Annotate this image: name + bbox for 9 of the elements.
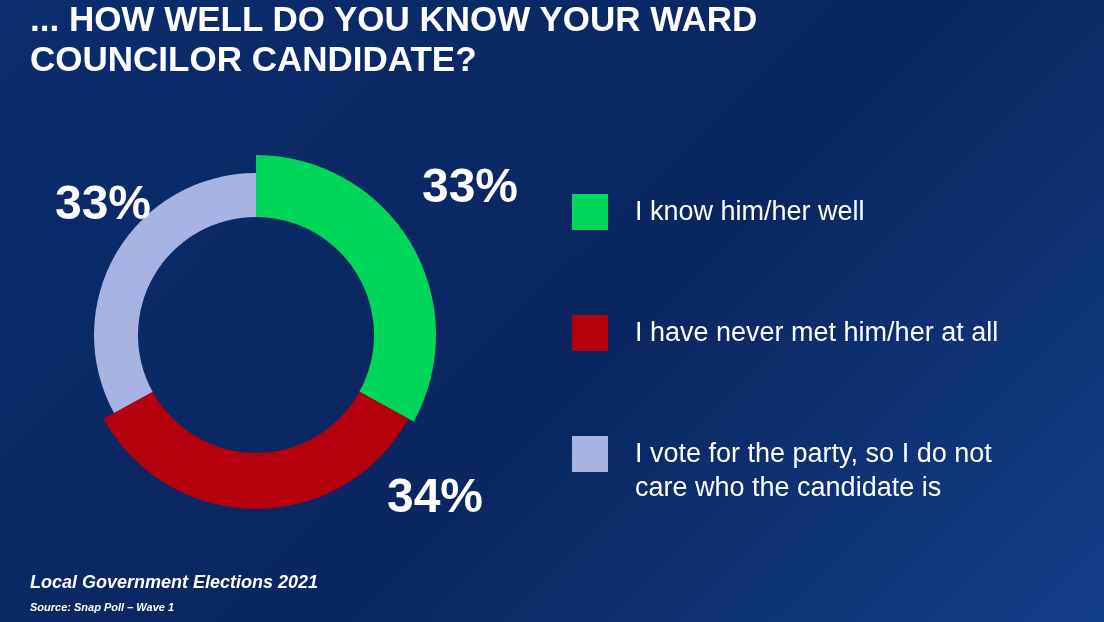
data-label: 33% <box>54 176 152 229</box>
legend-label: I know him/her well <box>635 196 865 226</box>
source-note: Source: Snap Poll – Wave 1 <box>30 601 175 613</box>
legend-label: I have never met him/her at all <box>635 317 999 347</box>
data-label: 34% <box>386 469 484 522</box>
chart-title: ... HOW WELL DO YOU KNOW YOUR WARD COUNCILOR CANDIDATE? <box>30 0 758 78</box>
data-label: 33% <box>421 159 519 212</box>
legend-label: I vote for the party, so I do not care who the candidate is <box>635 438 993 502</box>
text: Local Government Elections 2021 <box>30 572 319 592</box>
